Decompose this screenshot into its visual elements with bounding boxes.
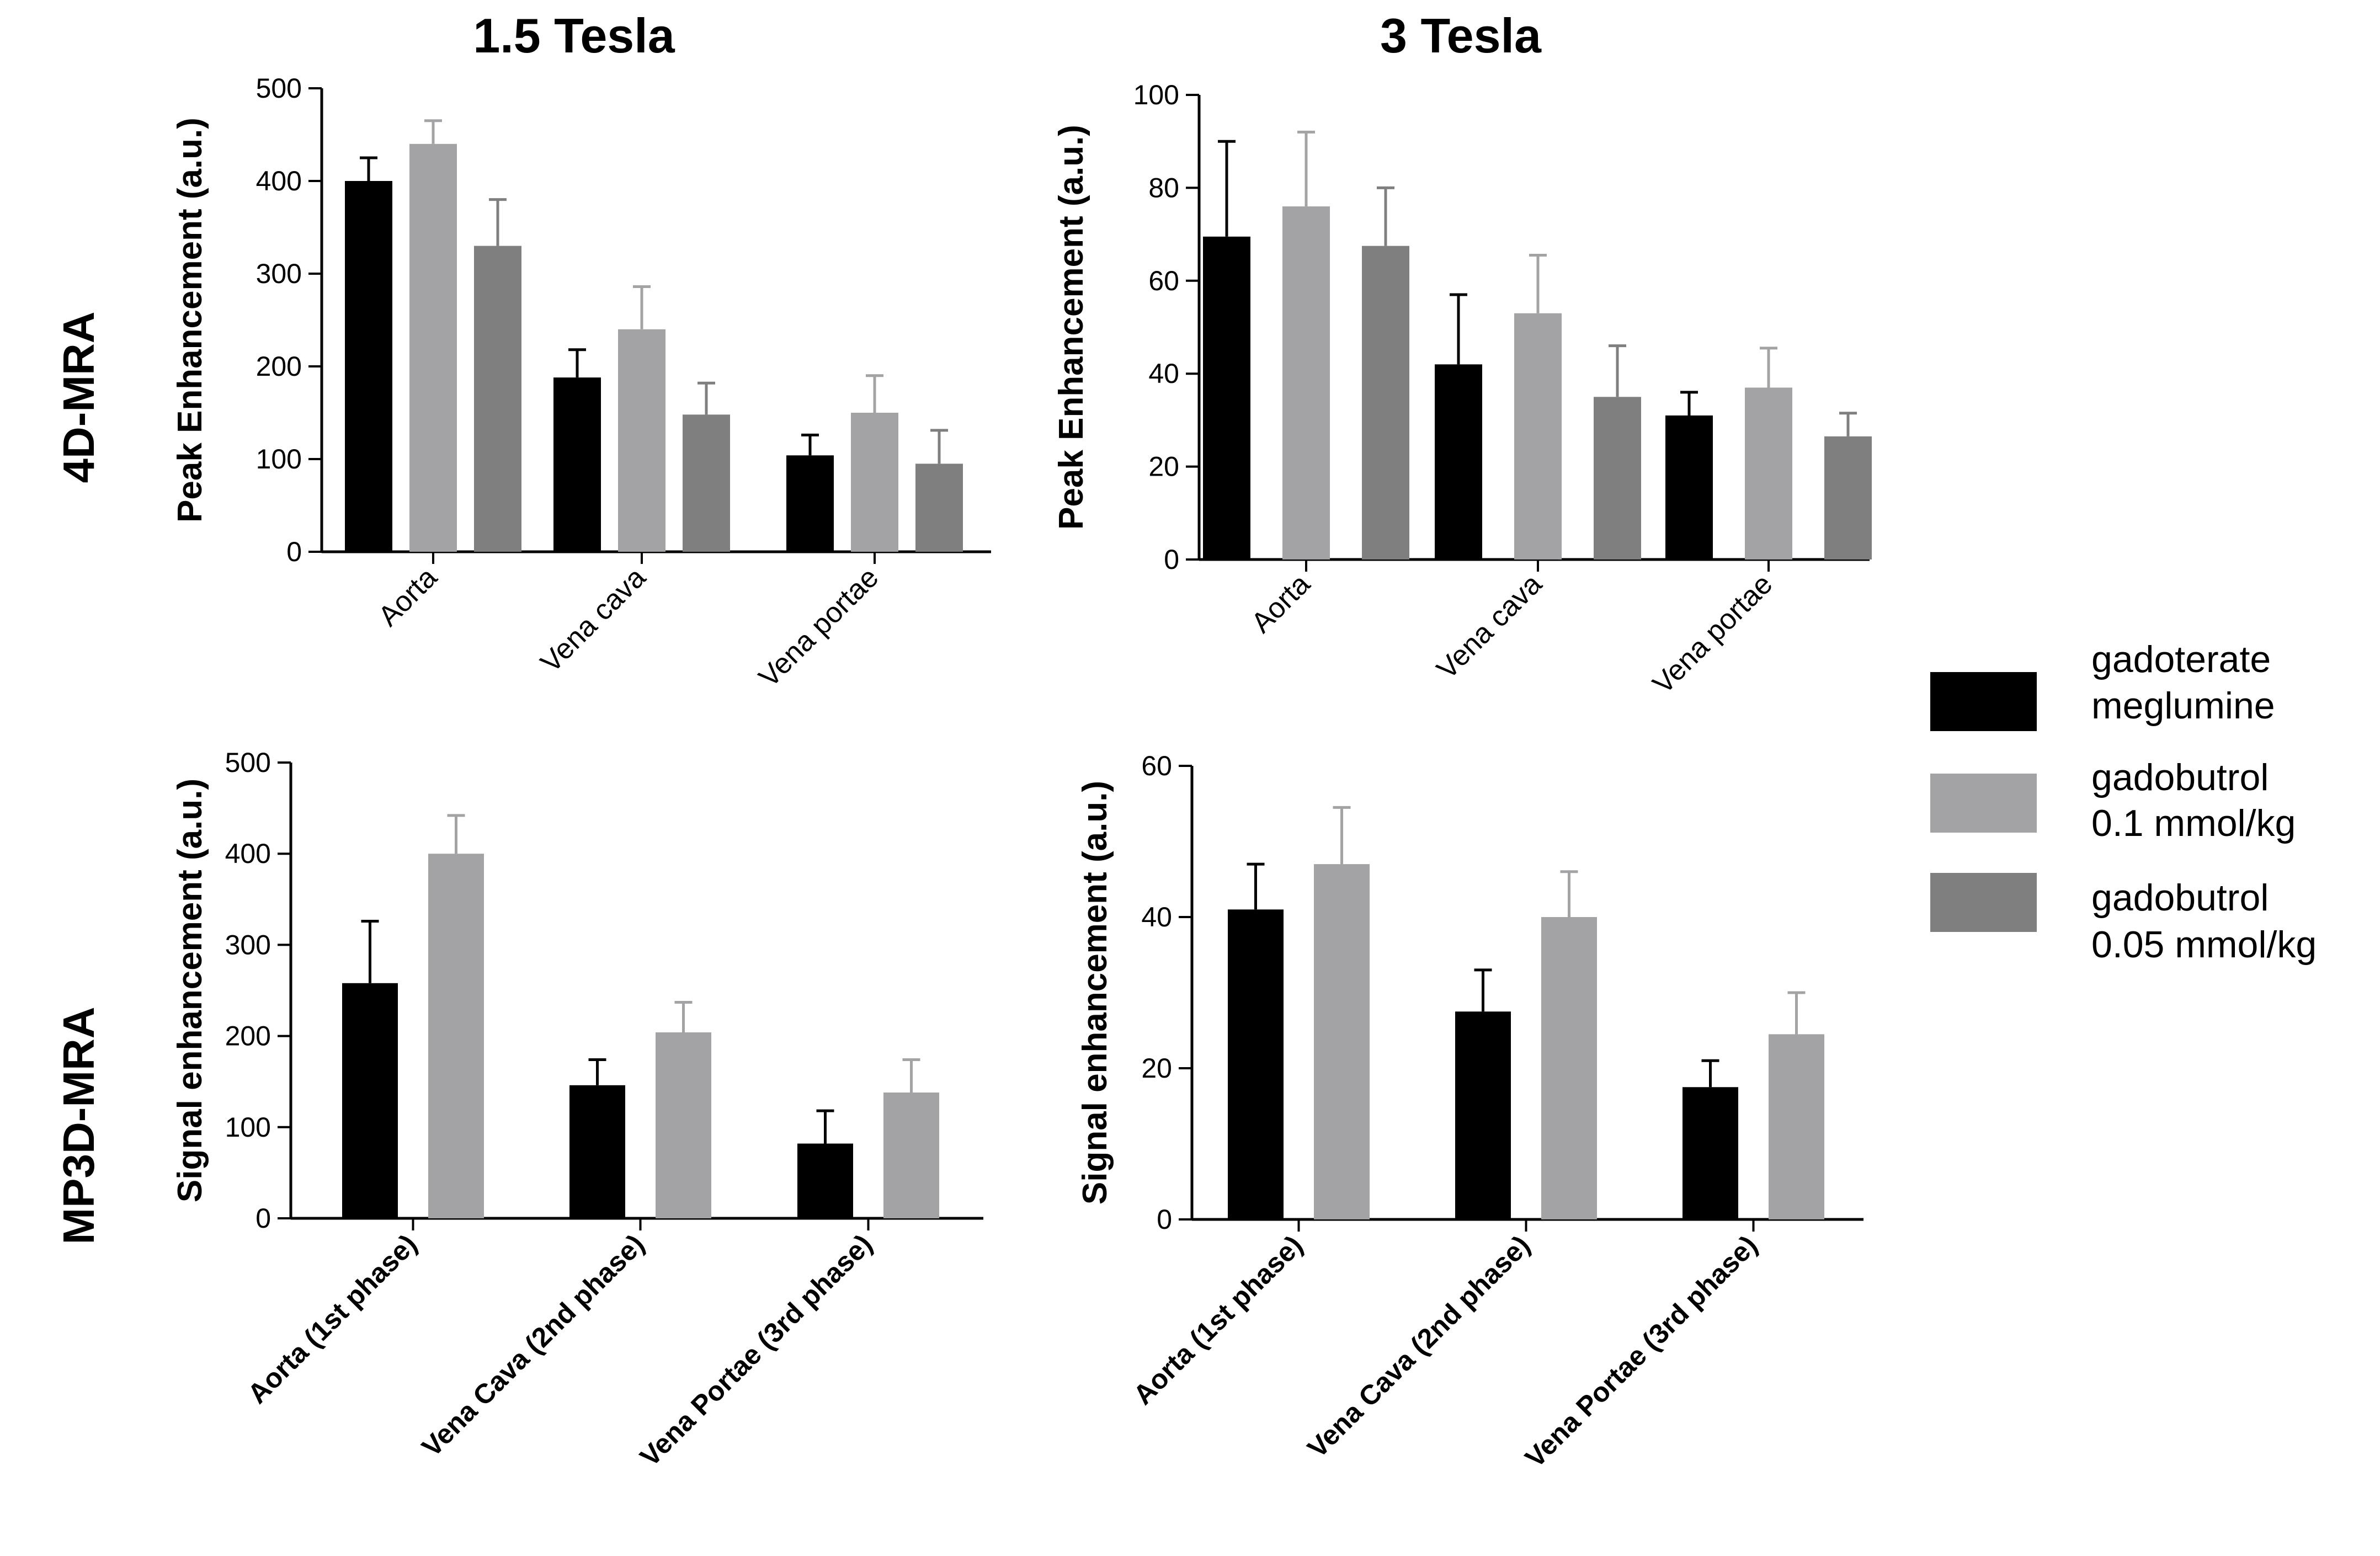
y-tick-label: 100	[225, 1112, 271, 1143]
bar-vena-portae-series-1	[1665, 415, 1713, 559]
y-axis-title: Signal enhancement (a.u.)	[1076, 781, 1114, 1205]
bar-vena-cava-series-3	[1594, 397, 1641, 559]
legend-item-gadoterate-meglumine: gadoterate meglumine	[1930, 638, 2275, 731]
legend-label-line: gadoterate	[2091, 638, 2271, 680]
bar-aorta-series-3	[1362, 246, 1409, 559]
bar-vena-cava-2nd-phase-series-2	[1541, 917, 1597, 1219]
y-tick-label: 100	[256, 444, 302, 475]
bar-aorta-series-1	[1203, 236, 1250, 559]
legend-swatch	[1930, 774, 2037, 833]
row-title-4d-mra: 4D-MRA	[54, 311, 103, 483]
y-tick-label: 400	[256, 166, 302, 196]
row-title-mp3d-mra: MP3D-MRA	[54, 1006, 103, 1244]
y-tick-label: 300	[225, 929, 271, 960]
y-tick-label: 80	[1148, 172, 1179, 203]
bar-vena-portae-3rd-phase-series-2	[883, 1093, 939, 1218]
bar-vena-cava-series-1	[1435, 364, 1482, 559]
y-tick-label: 400	[225, 838, 271, 869]
y-tick-label: 0	[1164, 544, 1179, 575]
legend: gadoterate meglumine gadobutrol 0.1 mmol…	[1930, 638, 2317, 966]
bar-vena-portae-series-2	[1745, 387, 1792, 559]
bar-vena-portae-3rd-phase-series-2	[1769, 1034, 1824, 1219]
bar-aorta-1st-phase-series-2	[428, 854, 484, 1218]
y-axis-title: Peak Enhancement (a.u.)	[1052, 125, 1090, 530]
y-tick-label: 500	[225, 747, 271, 778]
y-tick-label: 500	[256, 73, 302, 104]
legend-swatch	[1930, 873, 2037, 932]
bar-vena-cava-2nd-phase-series-1	[569, 1085, 625, 1218]
legend-item-gadobutrol-0-05: gadobutrol 0.05 mmol/kg	[1930, 873, 2317, 966]
y-tick-label: 60	[1141, 750, 1172, 781]
bar-aorta-series-2	[1282, 206, 1330, 560]
bar-aorta-series-1	[345, 181, 392, 552]
y-tick-label: 40	[1141, 902, 1172, 932]
column-title-1-5-tesla: 1.5 Tesla	[473, 8, 675, 63]
bar-vena-portae-3rd-phase-series-1	[797, 1143, 853, 1218]
legend-label-line: gadobutrol	[2091, 877, 2269, 919]
bar-aorta-series-2	[409, 143, 457, 552]
y-tick-label: 60	[1148, 265, 1179, 296]
y-tick-label: 200	[256, 351, 302, 382]
y-tick-label: 40	[1148, 358, 1179, 389]
bar-vena-cava-series-3	[683, 414, 730, 552]
legend-swatch	[1930, 672, 2037, 731]
y-tick-label: 200	[225, 1021, 271, 1052]
legend-label-line: 0.1 mmol/kg	[2091, 802, 2296, 844]
y-tick-label: 20	[1141, 1053, 1172, 1084]
bar-vena-cava-2nd-phase-series-1	[1455, 1011, 1511, 1219]
bar-vena-portae-series-2	[851, 413, 898, 552]
bar-aorta-1st-phase-series-1	[1228, 909, 1284, 1219]
bar-aorta-1st-phase-series-2	[1314, 864, 1370, 1219]
y-tick-label: 100	[1133, 79, 1179, 110]
y-tick-label: 20	[1148, 451, 1179, 482]
y-tick-label: 0	[1157, 1204, 1172, 1235]
column-title-3-tesla: 3 Tesla	[1380, 8, 1542, 63]
bar-aorta-series-3	[474, 246, 521, 552]
legend-item-gadobutrol-0-1: gadobutrol 0.1 mmol/kg	[1930, 756, 2296, 844]
bar-vena-cava-2nd-phase-series-2	[656, 1032, 711, 1218]
legend-label-line: meglumine	[2091, 685, 2275, 727]
bar-vena-cava-series-2	[618, 329, 665, 552]
bar-vena-portae-series-1	[786, 455, 834, 552]
bar-vena-portae-3rd-phase-series-1	[1682, 1087, 1738, 1219]
bar-vena-cava-series-2	[1514, 313, 1562, 559]
legend-label-line: 0.05 mmol/kg	[2091, 924, 2317, 966]
bar-aorta-1st-phase-series-1	[342, 983, 398, 1218]
y-tick-label: 0	[255, 1203, 271, 1234]
y-tick-label: 0	[286, 536, 302, 567]
bar-vena-cava-series-1	[553, 377, 601, 552]
bar-vena-portae-series-3	[1824, 436, 1872, 559]
bar-vena-portae-series-3	[915, 463, 963, 552]
y-tick-label: 300	[256, 258, 302, 289]
y-axis-title: Peak Enhancement (a.u.)	[171, 118, 209, 523]
legend-label-line: gadobutrol	[2091, 756, 2269, 798]
y-axis-title: Signal enhancement (a.u.)	[171, 779, 209, 1202]
